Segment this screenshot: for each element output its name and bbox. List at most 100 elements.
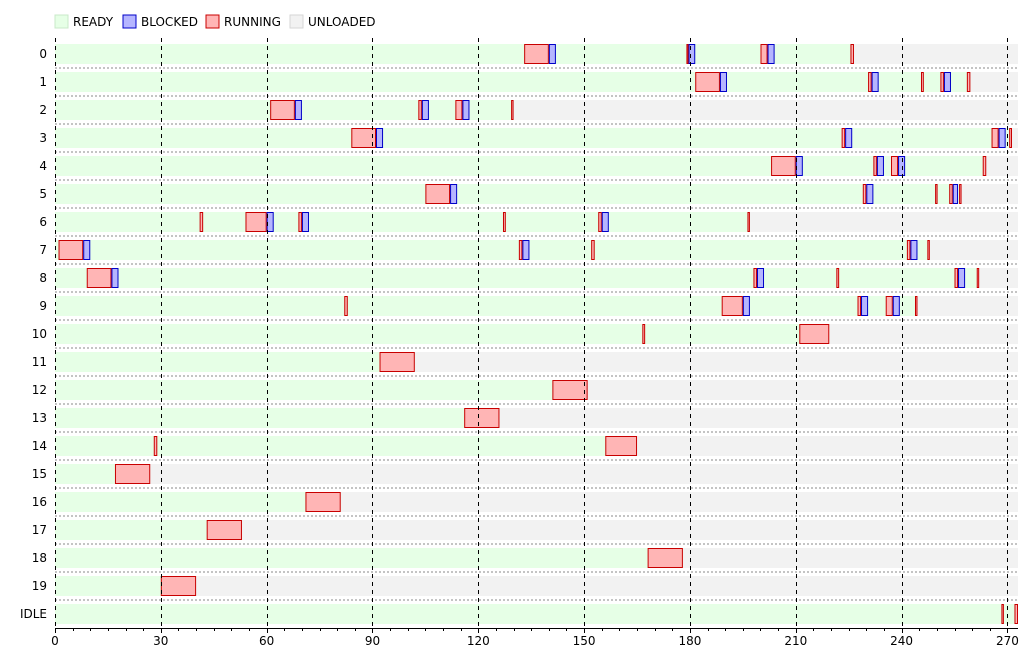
row-13 <box>55 408 1018 428</box>
blocked-segment <box>266 212 274 232</box>
blocked-segment <box>522 240 530 260</box>
ready-bar <box>55 72 971 92</box>
running-segment <box>721 296 743 316</box>
running-segment <box>344 296 348 316</box>
unloaded-bar <box>917 296 1018 316</box>
running-segment <box>976 268 980 288</box>
unloaded-bar <box>970 72 1018 92</box>
running-segment <box>695 72 720 92</box>
ready-bar <box>55 156 987 176</box>
running-segment <box>518 240 523 260</box>
row-9 <box>55 296 1018 316</box>
ready-bar <box>55 44 854 64</box>
running-segment <box>591 240 595 260</box>
blocked-segment <box>376 128 384 148</box>
running-segment <box>862 184 867 204</box>
running-segment <box>552 380 588 400</box>
running-segment <box>982 156 987 176</box>
x-tick-label: 60 <box>259 634 274 648</box>
row-5 <box>55 184 1018 204</box>
row-label: 5 <box>39 187 47 201</box>
ready-bar <box>55 352 415 372</box>
blocked-segment <box>767 44 775 64</box>
ready-bar <box>55 604 1018 624</box>
running-segment <box>502 212 506 232</box>
ready-bar <box>55 128 1013 148</box>
unloaded-bar <box>853 44 1018 64</box>
x-tick-label: 240 <box>890 634 913 648</box>
unloaded-bar <box>513 100 1018 120</box>
x-tick-label: 0 <box>51 634 59 648</box>
x-tick-label: 150 <box>573 634 596 648</box>
running-segment <box>245 212 267 232</box>
row-label: 18 <box>32 551 47 565</box>
row-label: 15 <box>32 467 47 481</box>
row-17 <box>55 520 1018 540</box>
blocked-segment <box>688 44 696 64</box>
running-segment <box>598 212 602 232</box>
row-10 <box>55 324 1018 344</box>
running-segment <box>836 268 840 288</box>
unloaded-bar <box>587 380 1018 400</box>
running-segment <box>991 128 999 148</box>
blocked-segment <box>998 128 1006 148</box>
row-label: 13 <box>32 411 47 425</box>
running-segment <box>771 156 796 176</box>
blocked-segment <box>795 156 803 176</box>
plot-area <box>55 44 1019 624</box>
running-segment <box>511 100 514 120</box>
row-label: 9 <box>39 299 47 313</box>
ready-bar <box>55 268 980 288</box>
row-8 <box>55 268 1018 288</box>
row-16 <box>55 492 1018 512</box>
x-axis: 0 30 60 90 120 150 180 210 240 270 <box>51 628 1019 648</box>
running-segment <box>940 72 944 92</box>
legend-swatch-blocked <box>122 14 137 29</box>
running-segment <box>959 184 962 204</box>
legend-swatch-unloaded <box>289 14 304 29</box>
blocked-segment <box>301 212 309 232</box>
running-segment <box>857 296 862 316</box>
running-segment <box>379 352 415 372</box>
blocked-segment <box>861 296 869 316</box>
running-segment <box>647 548 683 568</box>
blocked-segment <box>756 268 765 288</box>
running-segment <box>753 268 757 288</box>
running-segment <box>1009 128 1013 148</box>
ready-bar <box>55 184 962 204</box>
x-tick-label: 120 <box>467 634 490 648</box>
row-idle <box>55 604 1019 624</box>
ready-bar <box>55 436 638 456</box>
blocked-segment <box>866 184 874 204</box>
running-segment <box>914 296 918 316</box>
row-4 <box>55 156 1018 176</box>
row-label: 1 <box>39 75 47 89</box>
row-label: 7 <box>39 243 47 257</box>
ready-bar <box>55 548 683 568</box>
running-segment <box>949 184 953 204</box>
running-segment <box>270 100 295 120</box>
ready-bar <box>55 408 500 428</box>
running-segment <box>464 408 500 428</box>
running-segment <box>58 240 84 260</box>
legend-label-running: RUNNING <box>224 15 281 29</box>
unloaded-bar <box>682 548 1018 568</box>
x-tick-label: 270 <box>996 634 1019 648</box>
x-tick-label: 210 <box>784 634 807 648</box>
running-segment <box>747 212 750 232</box>
row-3 <box>55 128 1018 148</box>
unloaded-bar <box>340 492 1018 512</box>
row-label: 2 <box>39 103 47 117</box>
row-11 <box>55 352 1018 372</box>
running-segment <box>114 464 151 484</box>
running-segment <box>935 184 938 204</box>
ready-bar <box>55 296 918 316</box>
ready-bar <box>55 212 750 232</box>
running-segment <box>418 100 422 120</box>
unloaded-bar <box>241 520 1018 540</box>
ready-bar <box>55 520 242 540</box>
unloaded-bar <box>749 212 1018 232</box>
row-15 <box>55 464 1018 484</box>
row-6 <box>55 212 1018 232</box>
